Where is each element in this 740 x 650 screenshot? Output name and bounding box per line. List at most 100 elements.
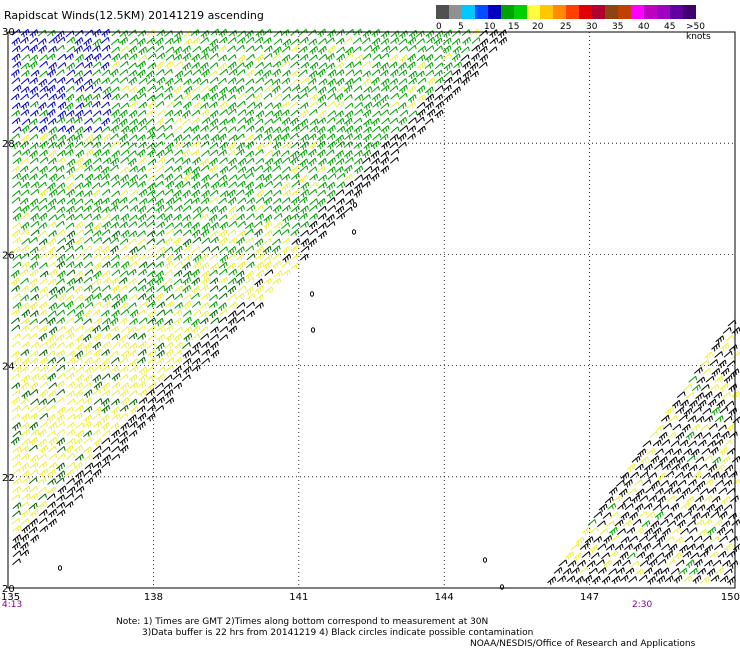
island — [309, 291, 315, 297]
wind-barb — [325, 214, 335, 223]
wind-barb — [254, 302, 264, 309]
wind-barb — [100, 197, 110, 205]
wind-barb — [617, 502, 626, 510]
wind-barb — [156, 325, 165, 332]
legend-swatch — [592, 5, 605, 19]
wind-barb — [128, 260, 138, 268]
wind-barb — [219, 157, 228, 165]
wind-barb — [694, 495, 704, 503]
wind-barb — [407, 44, 417, 52]
wind-barb — [426, 36, 435, 44]
wind-barb — [201, 117, 211, 124]
wind-barb — [685, 496, 695, 505]
wind-barb — [698, 463, 708, 471]
wind-barb — [380, 94, 389, 104]
wind-barb — [55, 140, 65, 150]
wind-barb — [245, 188, 254, 198]
wind-barb — [84, 29, 94, 37]
wind-barb — [362, 53, 372, 60]
wind-barb — [281, 182, 291, 191]
wind-barb — [92, 341, 102, 351]
wind-barb — [227, 317, 237, 326]
wind-barb — [327, 78, 336, 87]
wind-barb — [325, 53, 335, 62]
wind-barb — [138, 188, 148, 198]
wind-barb — [101, 285, 111, 292]
wind-barb — [290, 196, 300, 206]
wind-barb — [12, 461, 22, 468]
wind-barb — [191, 277, 201, 286]
wind-barb — [29, 246, 39, 254]
wind-barb — [21, 438, 31, 445]
wind-barb — [345, 61, 354, 69]
wind-barb — [11, 413, 21, 421]
wind-barb — [165, 253, 175, 263]
wind-barb — [181, 157, 191, 165]
wind-barb — [673, 574, 683, 584]
wind-barb — [111, 102, 121, 110]
wind-barb — [164, 260, 173, 270]
wind-barb — [101, 229, 111, 236]
wind-barb — [732, 352, 740, 359]
legend-label: 10 — [484, 22, 496, 32]
wind-barb — [712, 559, 722, 567]
wind-barb — [200, 197, 210, 205]
wind-barb — [83, 109, 93, 117]
wind-barb — [74, 45, 83, 54]
wind-barb — [21, 508, 31, 518]
wind-barb — [236, 180, 246, 188]
wind-barb — [119, 133, 128, 143]
wind-barb — [84, 148, 94, 158]
wind-barb — [625, 567, 635, 575]
wind-barb — [39, 270, 49, 278]
wind-barb — [66, 421, 76, 429]
wind-barb — [93, 438, 103, 447]
wind-barb — [726, 447, 736, 455]
wind-barb — [317, 109, 327, 119]
wind-barb — [165, 132, 174, 140]
wind-barb — [101, 373, 111, 380]
wind-barb — [717, 359, 727, 369]
wind-barb — [209, 230, 219, 237]
wind-barb — [182, 316, 192, 324]
wind-barb — [209, 76, 219, 84]
wind-barb — [236, 302, 246, 309]
wind-barb — [264, 149, 273, 157]
wind-barb — [390, 92, 400, 100]
wind-barb — [192, 69, 202, 76]
wind-barb — [137, 278, 147, 285]
wind-barb — [20, 277, 29, 285]
wind-barb — [11, 453, 21, 461]
wind-barb — [65, 372, 75, 380]
wind-barb — [424, 53, 434, 63]
wind-barb — [128, 62, 137, 70]
wind-barb — [147, 396, 157, 404]
wind-barb — [12, 126, 22, 134]
wind-barb — [290, 45, 300, 52]
wind-barb — [210, 262, 220, 272]
wind-barb — [66, 428, 76, 436]
wind-barb — [371, 93, 381, 102]
wind-barb — [165, 228, 175, 236]
wind-barb — [109, 350, 119, 358]
wind-barb — [272, 189, 282, 197]
wind-barb — [92, 230, 102, 237]
wind-barb — [309, 213, 318, 220]
wind-barb — [110, 422, 120, 430]
wind-barb — [632, 518, 642, 526]
wind-barb — [75, 236, 85, 246]
wind-barb — [692, 407, 702, 414]
legend-swatch — [553, 5, 566, 19]
wind-barb — [74, 221, 84, 231]
wind-barb — [56, 388, 65, 396]
wind-barb — [29, 436, 38, 446]
wind-barb — [191, 318, 200, 328]
wind-barb — [146, 342, 156, 349]
wind-barb — [64, 444, 74, 454]
wind-barb — [254, 165, 264, 172]
wind-barb — [11, 110, 20, 117]
wind-barb — [728, 383, 738, 392]
wind-barb — [291, 189, 300, 196]
wind-barb — [48, 134, 57, 143]
wind-barb — [65, 182, 75, 191]
